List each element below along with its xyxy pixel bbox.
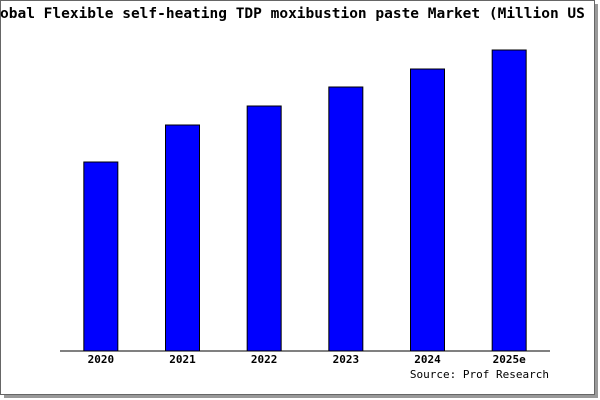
- x-tick-label: 2020: [88, 353, 115, 366]
- x-tick-label: 2021: [169, 353, 196, 366]
- bar: [410, 68, 445, 352]
- x-tick-label: 2024: [414, 353, 441, 366]
- bar: [491, 49, 527, 352]
- x-tick-label: 2023: [333, 353, 360, 366]
- x-tick-label: 2025e: [493, 353, 526, 366]
- bar: [83, 161, 119, 352]
- x-tick-label: 2022: [251, 353, 278, 366]
- bar: [328, 86, 364, 352]
- bar: [246, 105, 282, 352]
- source: Source: Prof Research: [410, 368, 549, 381]
- chart-title: obal Flexible self-heating TDP moxibusti…: [0, 6, 585, 22]
- bar: [165, 124, 200, 352]
